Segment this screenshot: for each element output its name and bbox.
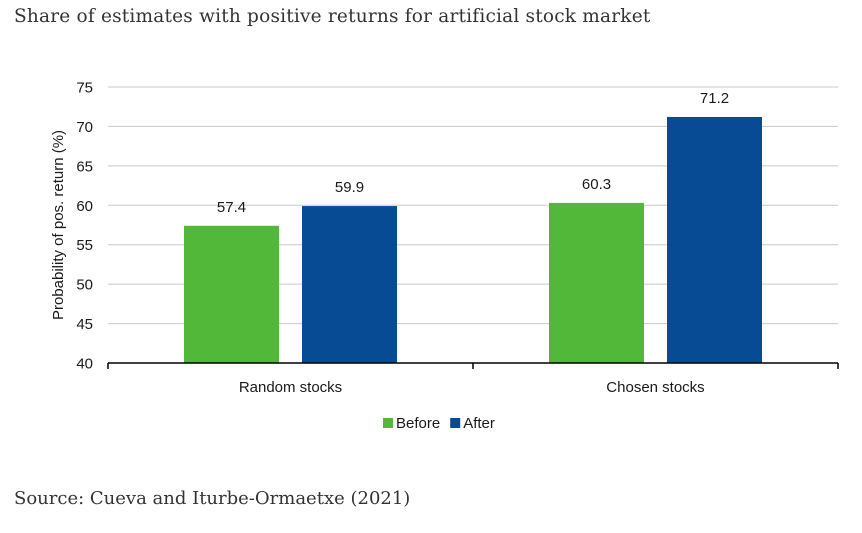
data-label: 57.4 bbox=[217, 199, 246, 216]
y-axis-label: Probability of pos. return (%) bbox=[50, 130, 67, 320]
data-label: 59.9 bbox=[335, 179, 364, 196]
bar-before-2 bbox=[549, 202, 644, 363]
data-labels: 57.4 60.3 59.9 71.2 bbox=[217, 90, 729, 216]
y-tick-label: 70 bbox=[76, 119, 93, 136]
bar-after-1 bbox=[302, 206, 397, 363]
y-tick-label: 45 bbox=[76, 316, 93, 333]
x-category-label: Random stocks bbox=[239, 379, 342, 396]
legend-label-after: After bbox=[463, 415, 495, 432]
legend: Before After bbox=[383, 415, 495, 432]
source-note: Source: Cueva and Iturbe-Ormaetxe (2021) bbox=[14, 488, 411, 509]
legend-label-before: Before bbox=[396, 415, 440, 432]
bars bbox=[184, 116, 762, 363]
y-tick-label: 50 bbox=[76, 277, 93, 294]
y-axis-ticks: 40 45 50 55 60 65 70 75 bbox=[76, 80, 93, 373]
page-title: Share of estimates with positive returns… bbox=[14, 6, 651, 27]
bar-before-1 bbox=[184, 225, 279, 363]
y-tick-label: 65 bbox=[76, 158, 93, 175]
y-tick-label: 60 bbox=[76, 198, 93, 215]
y-tick-label: 40 bbox=[76, 356, 93, 373]
y-tick-label: 75 bbox=[76, 80, 93, 97]
legend-swatch-after bbox=[450, 418, 461, 428]
data-label: 71.2 bbox=[700, 90, 729, 107]
y-tick-label: 55 bbox=[76, 237, 93, 254]
data-label: 60.3 bbox=[582, 176, 611, 193]
legend-swatch-before bbox=[383, 418, 393, 428]
x-category-label: Chosen stocks bbox=[606, 379, 704, 396]
x-axis: Random stocks Chosen stocks bbox=[107, 362, 839, 396]
bar-after-2 bbox=[667, 116, 762, 363]
